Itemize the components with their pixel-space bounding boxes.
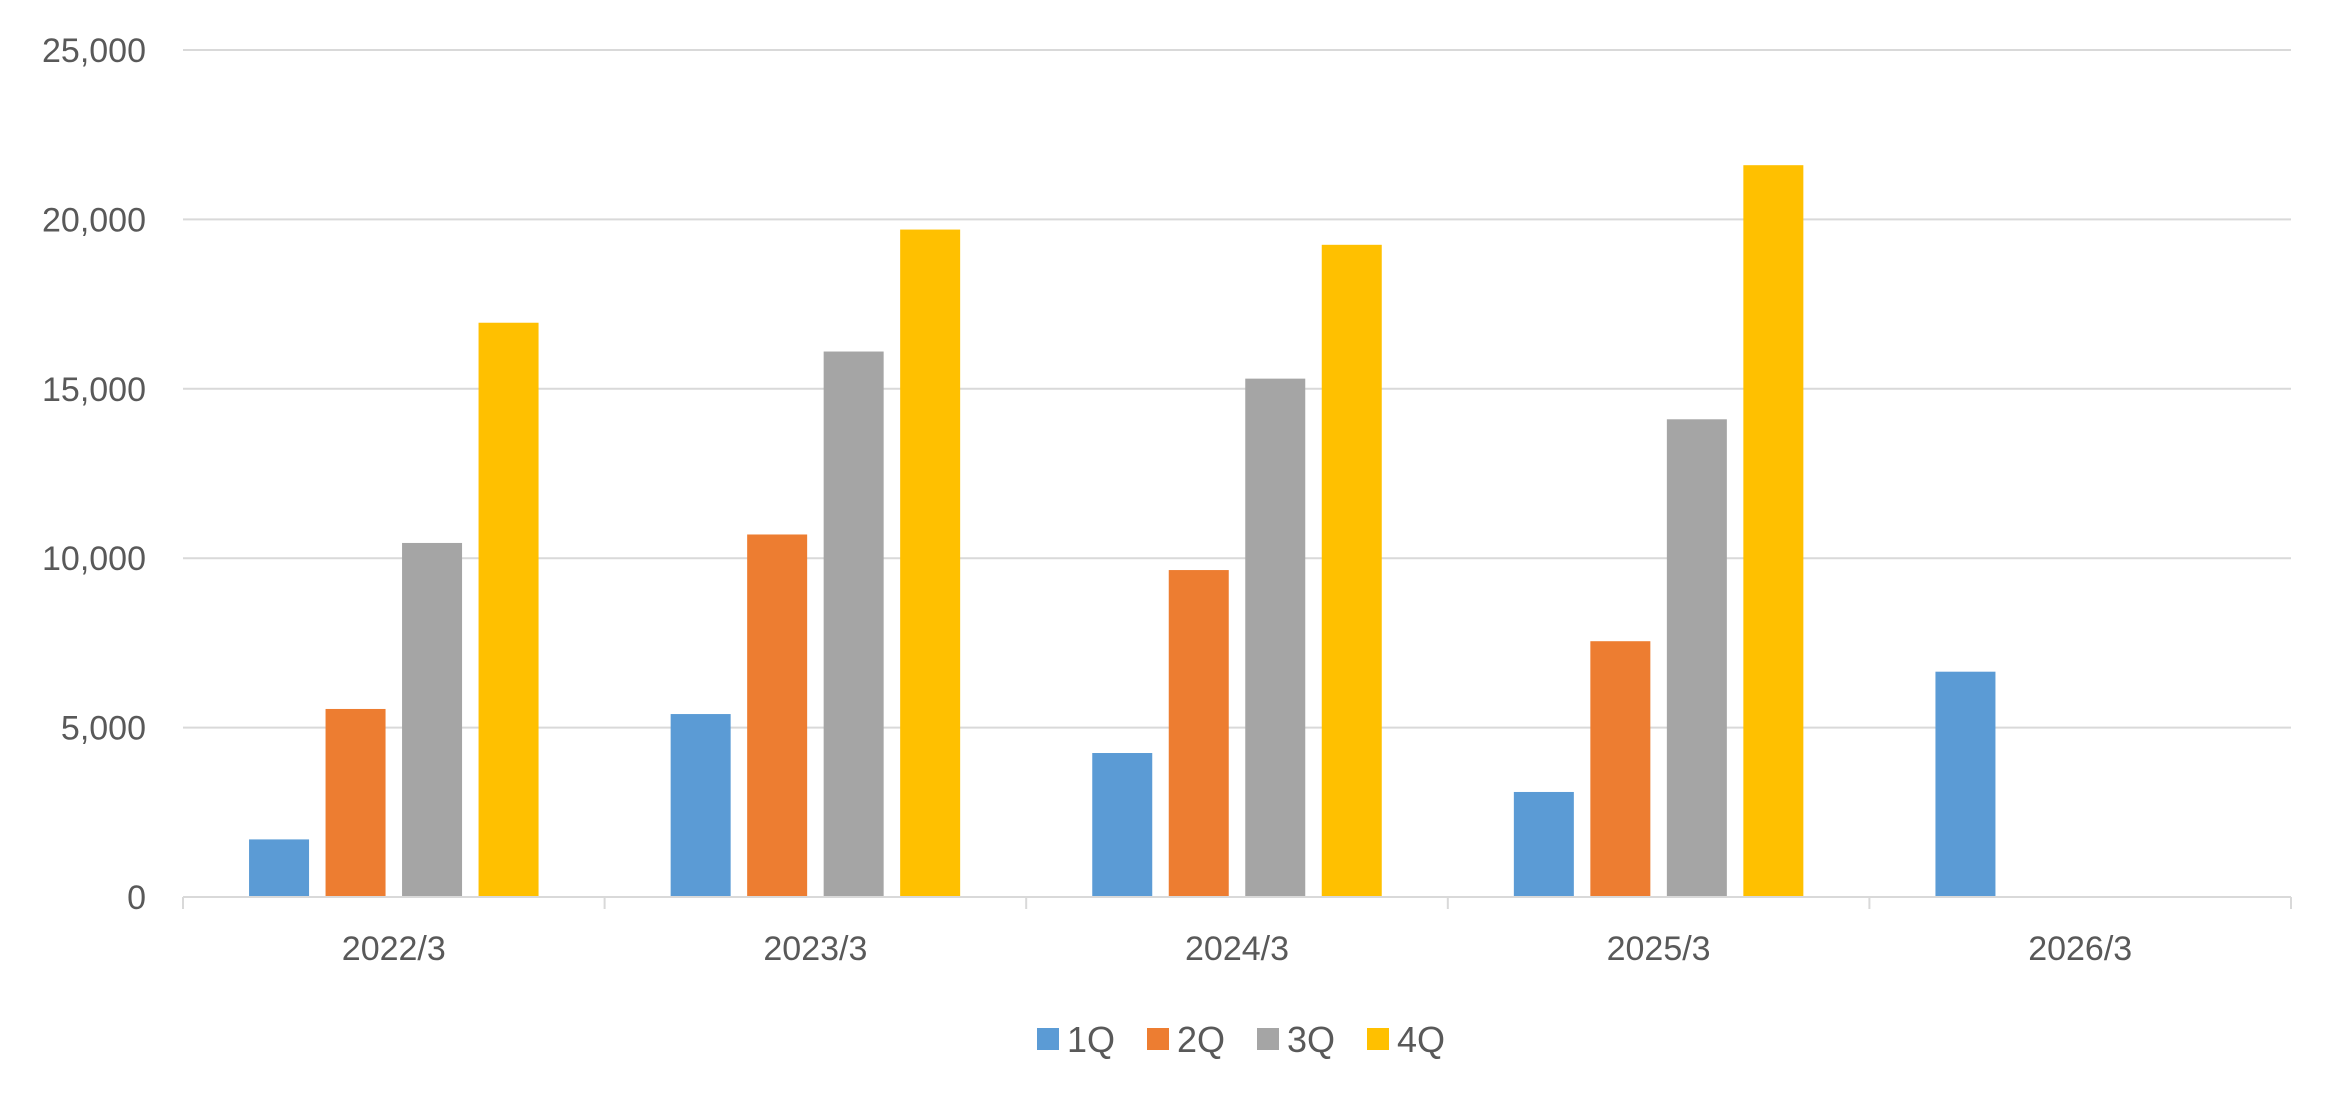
legend-item-3q: 3Q — [1257, 1019, 1335, 1060]
bar-1q-2025-3 — [1513, 791, 1574, 897]
y-tick-label: 5,000 — [61, 710, 146, 748]
bar-1q-2026-3 — [1935, 671, 1996, 897]
x-tick-label: 2025/3 — [1607, 930, 1711, 968]
x-axis — [182, 896, 2292, 909]
bar-1q-2024-3 — [1092, 753, 1153, 897]
bar-1q-2022-3 — [249, 839, 310, 897]
legend-swatch — [1367, 1028, 1389, 1050]
bar-2q-2024-3 — [1168, 570, 1229, 897]
bar-4q-2025-3 — [1743, 165, 1804, 897]
legend-label: 2Q — [1177, 1019, 1225, 1060]
bar-2q-2025-3 — [1590, 641, 1651, 897]
y-tick-label: 20,000 — [42, 201, 146, 239]
legend-item-4q: 4Q — [1367, 1019, 1445, 1060]
legend-swatch — [1037, 1028, 1059, 1050]
y-tick-label: 25,000 — [42, 32, 146, 70]
y-tick-label: 15,000 — [42, 371, 146, 409]
bar-4q-2022-3 — [478, 322, 539, 897]
bars — [249, 165, 1996, 898]
legend-label: 4Q — [1397, 1019, 1445, 1060]
x-tick-label: 2026/3 — [2028, 930, 2132, 968]
bar-3q-2022-3 — [402, 542, 463, 897]
legend-swatch — [1147, 1028, 1169, 1050]
bar-3q-2023-3 — [823, 351, 884, 898]
x-tick-label: 2022/3 — [342, 930, 446, 968]
x-tick-label: 2024/3 — [1185, 930, 1289, 968]
legend-item-2q: 2Q — [1147, 1019, 1225, 1060]
legend-label: 1Q — [1067, 1019, 1115, 1060]
bar-4q-2023-3 — [900, 229, 961, 898]
bar-3q-2024-3 — [1245, 378, 1306, 897]
y-tick-label: 0 — [127, 879, 146, 917]
bar-1q-2023-3 — [670, 714, 731, 897]
bar-4q-2024-3 — [1321, 244, 1382, 897]
bar-3q-2025-3 — [1666, 419, 1727, 897]
y-tick-label: 10,000 — [42, 540, 146, 578]
y-axis-tick-labels: 0 5,000 10,000 15,000 20,000 25,000 — [42, 32, 146, 917]
legend-swatch — [1257, 1028, 1279, 1050]
bar-2q-2022-3 — [325, 708, 386, 897]
x-tick-label: 2023/3 — [763, 930, 867, 968]
x-axis-tick-labels: 2022/3 2023/3 2024/3 2025/3 2026/3 — [342, 930, 2132, 968]
legend-item-1q: 1Q — [1037, 1019, 1115, 1060]
bar-2q-2023-3 — [747, 534, 808, 897]
legend-label: 3Q — [1287, 1019, 1335, 1060]
legend: 1Q 2Q 3Q 4Q — [1037, 1019, 1445, 1060]
